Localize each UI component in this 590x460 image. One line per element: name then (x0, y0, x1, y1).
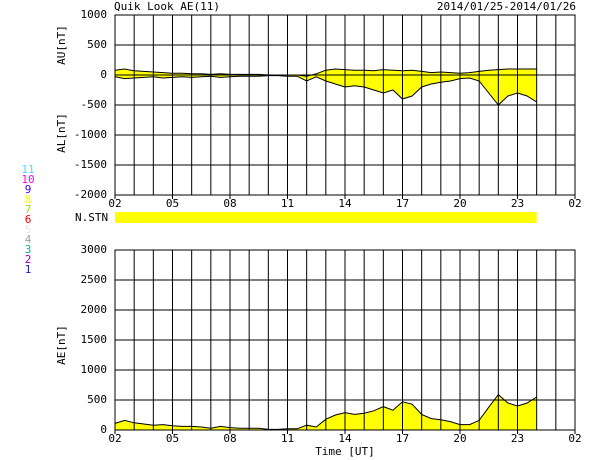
n-stn-bar (115, 212, 537, 223)
station-legend-entry: 8 (25, 193, 32, 206)
x-tick-label: 08 (223, 197, 236, 210)
y-tick-label: 500 (87, 38, 107, 51)
y-tick-label: 0 (100, 68, 107, 81)
x-tick-label: 11 (281, 432, 294, 445)
x-tick-label: 02 (568, 432, 581, 445)
x-tick-label: 20 (453, 197, 466, 210)
y-axis-label: AU[nT] (55, 25, 68, 65)
x-tick-label: 23 (511, 432, 524, 445)
station-legend-entry: 4 (25, 233, 32, 246)
station-legend-entry: 2 (25, 253, 32, 266)
y-tick-label: 2500 (81, 273, 108, 286)
ae-area (115, 394, 537, 430)
x-tick-label: 02 (108, 197, 121, 210)
y-tick-label: 3000 (81, 243, 108, 256)
y-tick-label: 1000 (81, 8, 108, 21)
station-legend-entry: 11 (21, 163, 34, 176)
au-al-band (115, 69, 537, 105)
y-axis-label: AL[nT] (55, 113, 68, 153)
x-tick-label: 23 (511, 197, 524, 210)
x-tick-label: 20 (453, 432, 466, 445)
x-tick-label: 02 (108, 432, 121, 445)
plot-title: Quik Look AE(11) (114, 0, 220, 13)
x-tick-label: 05 (166, 197, 179, 210)
station-legend-entry: 3 (25, 243, 32, 256)
x-tick-label: 14 (338, 432, 352, 445)
x-tick-label: 17 (396, 432, 409, 445)
y-tick-label: -1000 (74, 128, 107, 141)
y-tick-label: 500 (87, 393, 107, 406)
y-tick-label: 2000 (81, 303, 108, 316)
station-legend-entry: 10 (21, 173, 34, 186)
x-tick-label: 11 (281, 197, 294, 210)
x-axis-label: Time [UT] (315, 445, 375, 458)
y-tick-label: 1000 (81, 363, 108, 376)
station-legend-entry: 1 (25, 263, 32, 276)
y-tick-label: 1500 (81, 333, 108, 346)
station-legend-entry: 6 (25, 213, 32, 226)
x-tick-label: 14 (338, 197, 352, 210)
station-legend-entry: 7 (25, 203, 32, 216)
y-tick-label: -1500 (74, 158, 107, 171)
y-tick-label: -500 (81, 98, 108, 111)
x-tick-label: 08 (223, 432, 236, 445)
x-tick-label: 05 (166, 432, 179, 445)
station-legend-entry: 9 (25, 183, 32, 196)
x-tick-label: 02 (568, 197, 581, 210)
date-range: 2014/01/25-2014/01/26 (437, 0, 576, 13)
n-stn-label: N.STN (75, 211, 108, 224)
y-tick-label: 0 (100, 423, 107, 436)
y-tick-label: -2000 (74, 188, 107, 201)
station-legend-entry: 5 (25, 223, 32, 236)
x-tick-label: 17 (396, 197, 409, 210)
y-axis-label: AE[nT] (55, 325, 68, 365)
